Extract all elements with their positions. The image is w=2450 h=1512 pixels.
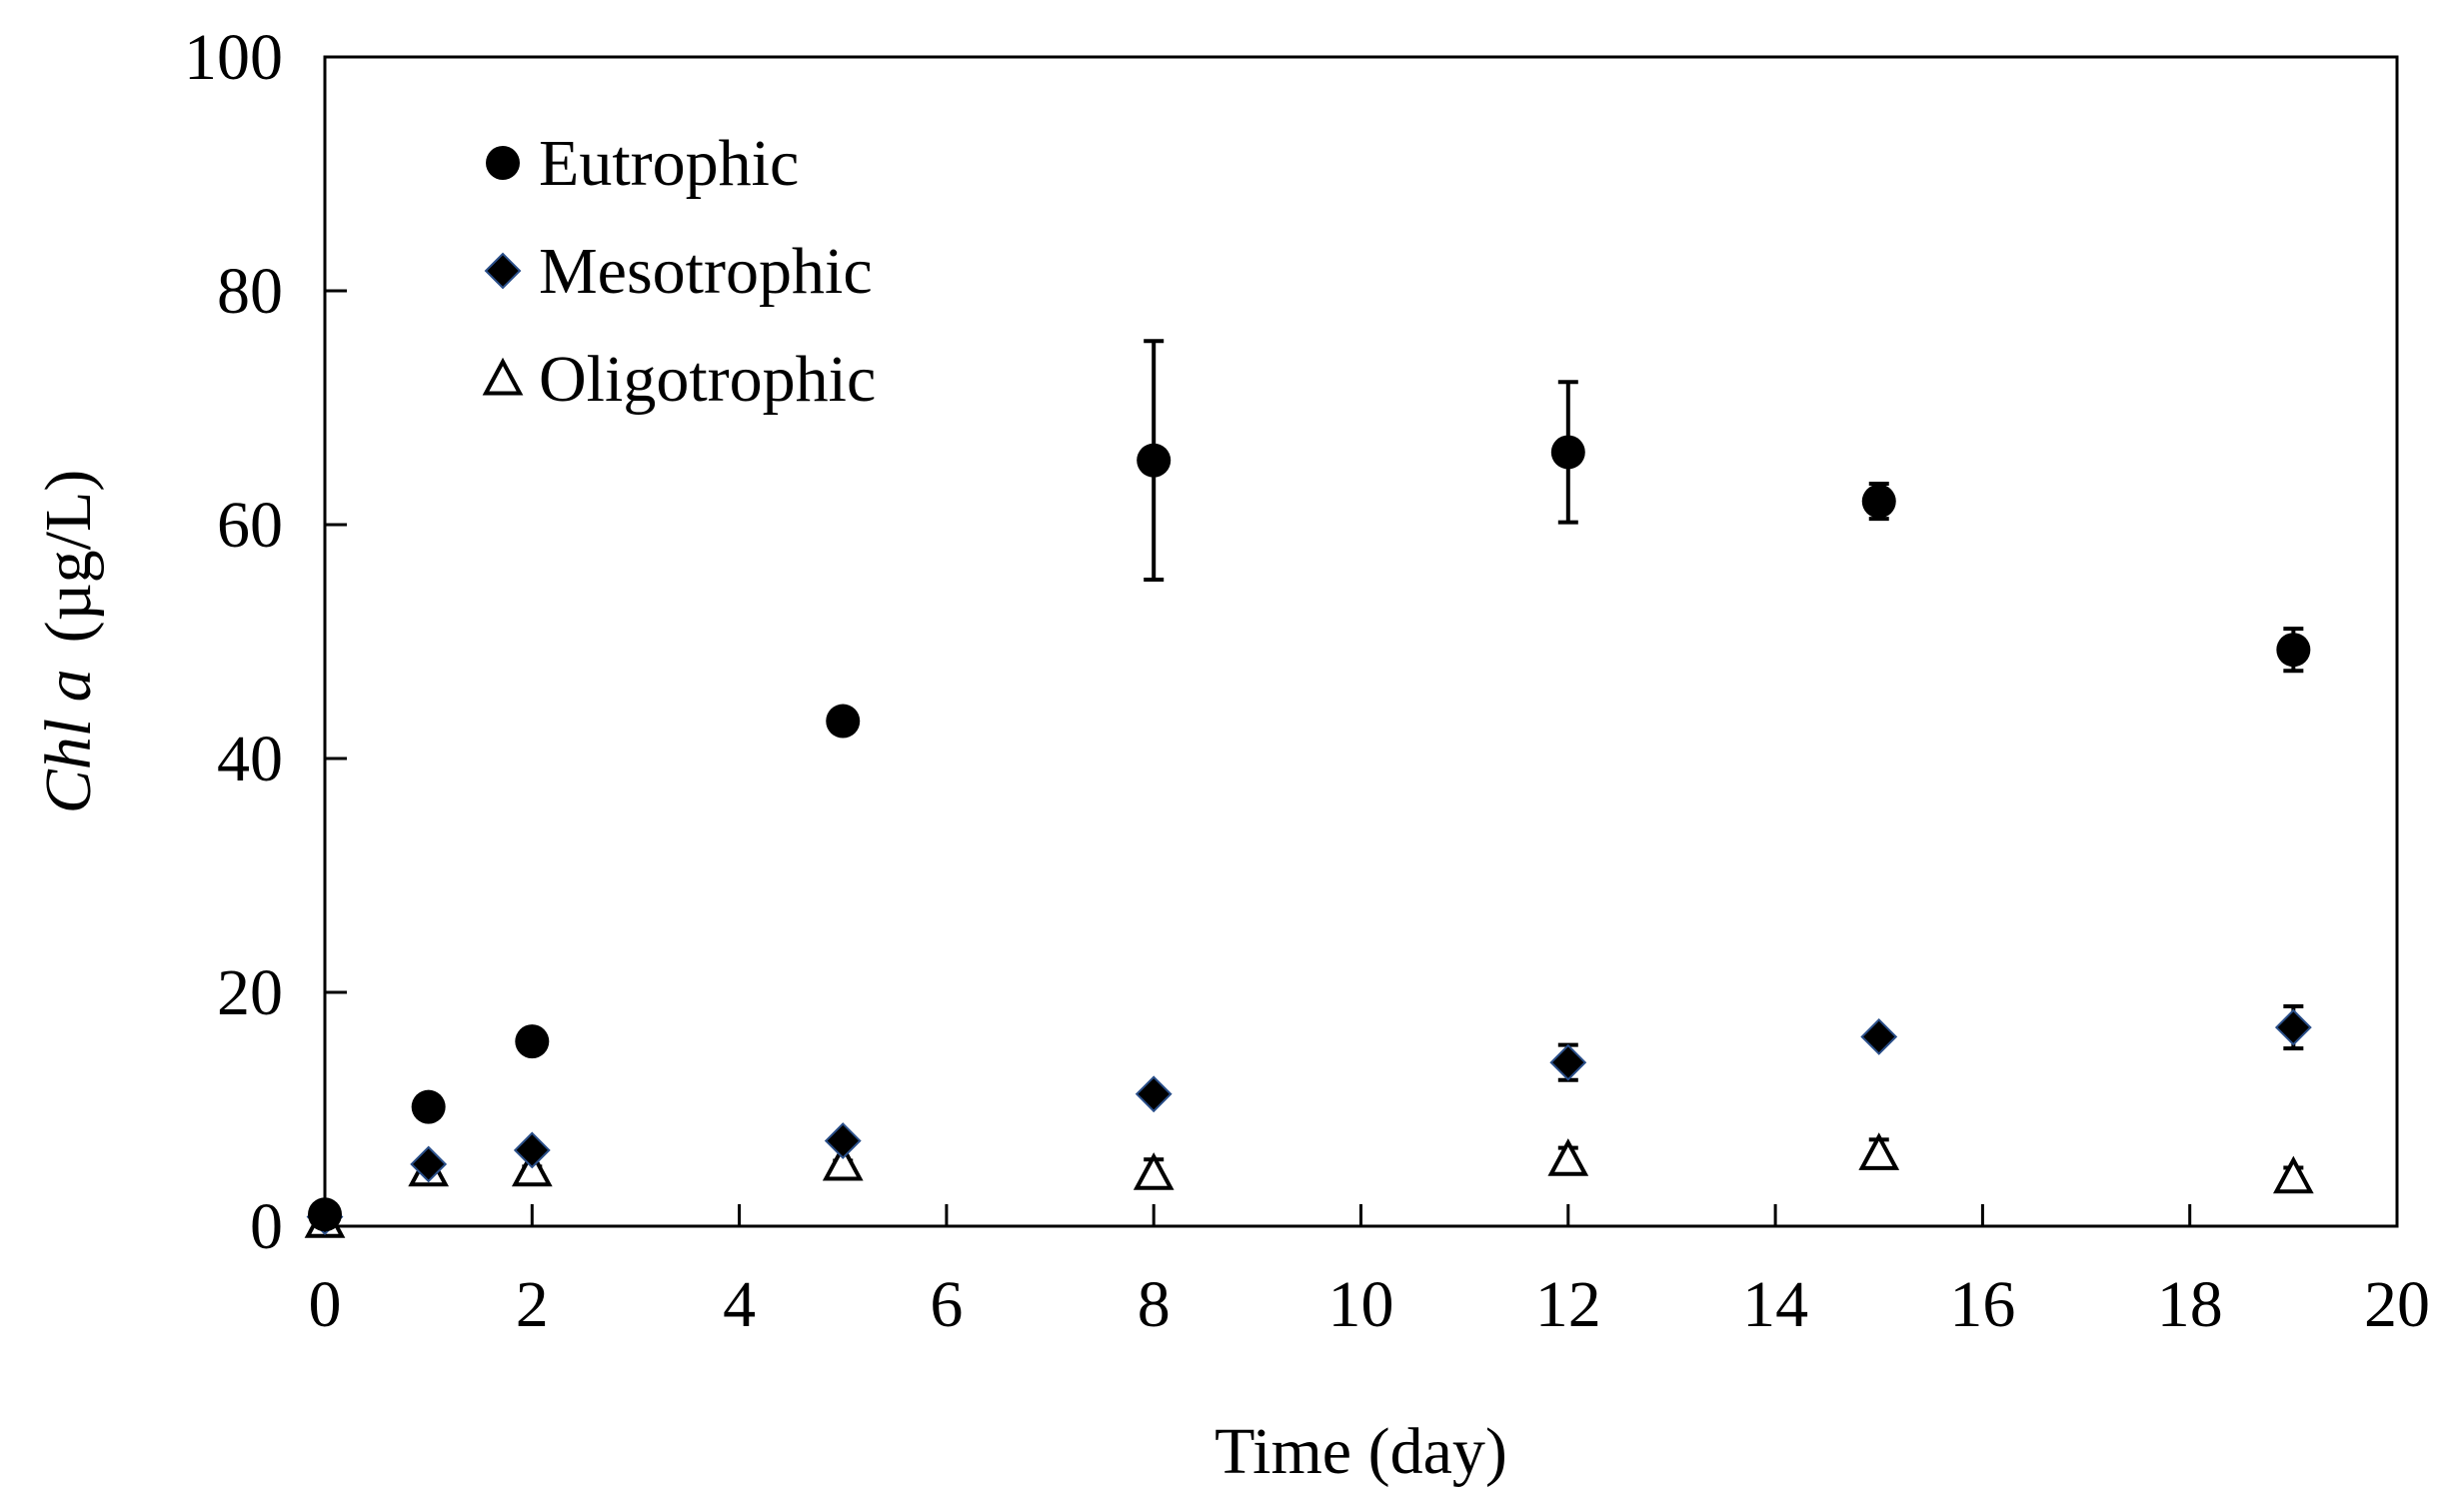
x-tick-label: 16 — [1949, 1268, 2015, 1341]
mesotrophic-point — [410, 1145, 448, 1183]
oligotrophic-point — [1858, 1132, 1900, 1170]
oligotrophic-point — [1133, 1152, 1175, 1190]
oligotrophic-point — [2272, 1155, 2314, 1194]
x-tick-label: 6 — [930, 1268, 963, 1341]
mesotrophic-point — [1549, 1043, 1587, 1081]
x-tick-label: 20 — [2364, 1268, 2430, 1341]
mesotrophic-point — [824, 1122, 862, 1160]
legend-item-oligotrophic: Oligotrophic — [482, 343, 876, 416]
y-tick-label: 80 — [217, 255, 283, 328]
y-tick-label: 60 — [217, 489, 283, 562]
y-tick-label: 40 — [217, 723, 283, 795]
oligotrophic-point — [822, 1142, 864, 1181]
legend-label-oligotrophic: Oligotrophic — [539, 343, 876, 416]
mesotrophic-point — [2274, 1008, 2312, 1046]
y-axis-title-italic: Chl a — [32, 669, 105, 813]
y-axis-title: Chl a (µg/L) — [32, 470, 105, 814]
x-tick-label: 0 — [309, 1268, 342, 1341]
legend-label-mesotrophic: Mesotrophic — [539, 235, 873, 308]
eutrophic-point — [2276, 633, 2311, 668]
eutrophic-point — [1550, 435, 1585, 470]
x-tick-label: 14 — [1742, 1268, 1808, 1341]
y-axis-title-unit: (µg/L) — [32, 470, 105, 644]
eutrophic-point — [308, 1197, 342, 1232]
legend: Eutrophic Mesotrophic Oligotrophic — [482, 127, 876, 416]
eutrophic-series — [308, 339, 2311, 1232]
eutrophic-point — [411, 1089, 446, 1124]
x-tick-label: 8 — [1138, 1268, 1171, 1341]
x-tick-label: 12 — [1535, 1268, 1601, 1341]
oligotrophic-point — [511, 1148, 553, 1187]
legend-marker-eutrophic — [486, 146, 520, 180]
mesotrophic-series — [306, 1004, 2312, 1236]
series-layer — [304, 339, 2314, 1238]
mesotrophic-point — [1135, 1075, 1173, 1113]
mesotrophic-point — [1860, 1018, 1898, 1055]
eutrophic-point — [1861, 484, 1896, 519]
x-tick-label: 18 — [2157, 1268, 2223, 1341]
legend-marker-oligotrophic — [482, 357, 524, 396]
y-tick-label: 20 — [217, 956, 283, 1029]
y-axis-ticks: 0 20 40 60 80 100 — [184, 21, 347, 1263]
eutrophic-point — [515, 1024, 550, 1059]
legend-item-eutrophic: Eutrophic — [486, 127, 799, 200]
x-axis-ticks: 0 2 4 6 8 10 12 14 16 18 20 — [309, 1204, 2430, 1341]
x-axis-title: Time (day) — [1215, 1415, 1507, 1488]
legend-item-mesotrophic: Mesotrophic — [484, 235, 873, 308]
legend-label-eutrophic: Eutrophic — [539, 127, 799, 200]
x-tick-label: 2 — [516, 1268, 549, 1341]
y-tick-label: 100 — [184, 21, 283, 94]
oligotrophic-point — [1547, 1138, 1589, 1176]
eutrophic-point — [826, 704, 861, 739]
y-tick-label: 0 — [250, 1190, 283, 1263]
x-tick-label: 10 — [1328, 1268, 1394, 1341]
mesotrophic-point — [513, 1131, 551, 1169]
eutrophic-point — [1137, 443, 1172, 478]
legend-marker-mesotrophic — [484, 252, 522, 290]
x-tick-label: 4 — [723, 1268, 756, 1341]
